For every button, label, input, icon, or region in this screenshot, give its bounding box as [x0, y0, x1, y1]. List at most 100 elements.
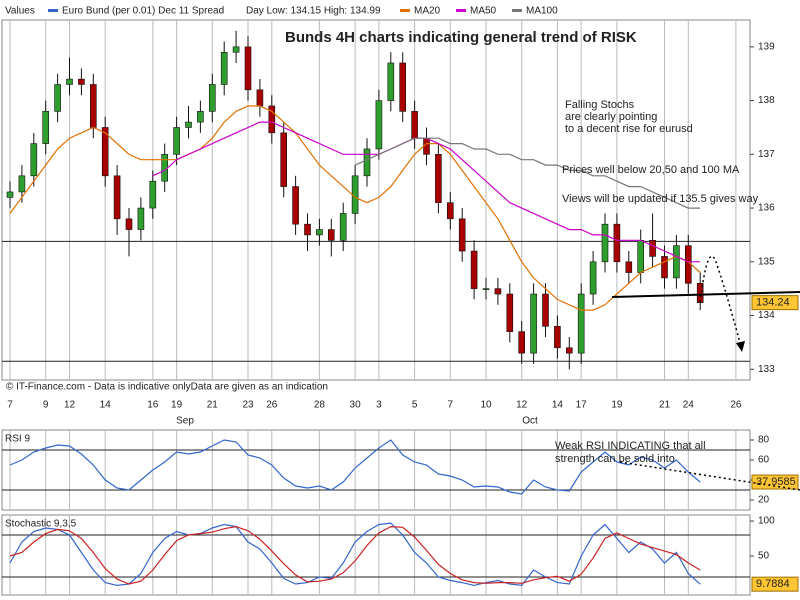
- candle-body: [696, 282, 704, 303]
- month-label: Oct: [522, 416, 538, 427]
- x-tick-label: 14: [552, 400, 564, 411]
- candle-body: [292, 186, 299, 225]
- annotation: Falling Stochs: [565, 99, 635, 111]
- candle-body: [137, 207, 145, 230]
- annotation: strength can be sold into: [555, 453, 675, 465]
- support-trendline: [611, 291, 800, 298]
- candle-body: [90, 84, 97, 128]
- x-tick-label: 26: [266, 400, 278, 411]
- y-tick-label: 60: [758, 455, 770, 466]
- candle-body: [220, 51, 228, 85]
- series-line: [9, 439, 701, 495]
- series-line: [9, 525, 701, 585]
- y-tick-label: 80: [758, 435, 770, 446]
- candle-body: [30, 143, 38, 177]
- day-range: Day Low: 134.15 High: 134.99: [246, 6, 381, 17]
- x-tick-label: 12: [516, 400, 528, 411]
- y-tick-label: 133: [758, 364, 775, 375]
- month-label: Sep: [176, 416, 194, 427]
- candle-body: [339, 213, 347, 241]
- x-tick-label: 14: [100, 400, 112, 411]
- x-tick-label: 28: [314, 400, 326, 411]
- x-tick-label: 16: [147, 400, 159, 411]
- candle-body: [387, 62, 395, 101]
- candle-body: [518, 331, 526, 354]
- series-line: [9, 522, 701, 587]
- last-value-box: [751, 576, 799, 592]
- y-tick-label: 134: [758, 310, 775, 321]
- candle-body: [565, 347, 573, 354]
- candle-body: [470, 250, 478, 289]
- x-tick-label: 5: [412, 400, 418, 411]
- legend-label: MA100: [526, 6, 558, 17]
- y-tick-label: 138: [758, 95, 775, 106]
- candle-body: [66, 78, 73, 85]
- legend-label: MA20: [414, 6, 441, 17]
- candle-body: [446, 202, 454, 220]
- chart-title: Bunds 4H charts indicating general trend…: [285, 29, 637, 46]
- values-label: Values: [5, 6, 35, 17]
- legend-swatch: [456, 9, 466, 12]
- candle-body: [316, 229, 323, 236]
- instrument-label: Euro Bund (per 0.01) Dec 11 Spread: [62, 6, 224, 17]
- candle-body: [268, 105, 276, 134]
- last-value-box: [751, 474, 799, 490]
- x-tick-label: 24: [683, 400, 695, 411]
- footer: © IT-Finance.com - Data is indicative on…: [6, 382, 328, 393]
- stoch-panel: [1, 514, 751, 596]
- candle-body: [149, 180, 157, 209]
- candle-body: [577, 293, 585, 354]
- candle-body: [101, 127, 109, 177]
- rsi-panel: [1, 429, 751, 511]
- candle-body: [185, 121, 192, 128]
- legend-swatch: [512, 9, 522, 12]
- legend-swatch: [48, 9, 58, 12]
- candle-body: [244, 46, 252, 91]
- candle-body: [601, 223, 609, 263]
- annotation: Views will be updated if 135.5 gives way: [562, 193, 759, 205]
- candle-body: [649, 239, 656, 257]
- y-tick-label: 20: [758, 495, 770, 506]
- candle-body: [554, 325, 561, 349]
- candle-body: [530, 293, 537, 354]
- forecast-arrow: [699, 255, 743, 351]
- x-tick-label: 12: [64, 400, 76, 411]
- arrow-head: [736, 341, 745, 352]
- candle-body: [482, 288, 490, 290]
- y-tick-label: 139: [758, 42, 775, 53]
- panel-label: RSI 9: [5, 434, 30, 445]
- x-tick-label: 19: [171, 400, 183, 411]
- x-tick-label: 19: [611, 400, 623, 411]
- candle-body: [399, 62, 407, 112]
- candle-body: [625, 261, 633, 273]
- x-tick-label: 23: [242, 400, 254, 411]
- candle-body: [42, 111, 50, 144]
- last-value-label: 9.7884: [756, 578, 790, 590]
- candle-body: [411, 111, 418, 139]
- candle-body: [637, 239, 645, 273]
- candle-body: [435, 154, 442, 203]
- annotation: to a decent rise for eurusd: [565, 123, 693, 135]
- candle-body: [173, 127, 180, 155]
- y-tick-label: 137: [758, 149, 775, 160]
- candle-body: [661, 256, 668, 279]
- candle-body: [113, 175, 121, 220]
- last-value-label: 134.24: [756, 297, 790, 309]
- x-tick-label: 7: [7, 400, 13, 411]
- candle-body: [280, 132, 288, 187]
- candle-body: [613, 223, 621, 263]
- candle-body: [494, 288, 502, 295]
- candle-body: [256, 89, 264, 107]
- candle-body: [197, 111, 204, 123]
- candle-body: [327, 229, 335, 241]
- candle-body: [125, 218, 133, 230]
- panel-label: Stochastic 9,3,5: [5, 519, 77, 530]
- candle-body: [458, 218, 466, 252]
- series-line: [354, 137, 701, 209]
- candle-body: [6, 191, 14, 198]
- candle-body: [209, 84, 216, 112]
- annotation: Prices well below 20,50 and 100 MA: [562, 164, 740, 176]
- x-tick-label: 17: [576, 400, 588, 411]
